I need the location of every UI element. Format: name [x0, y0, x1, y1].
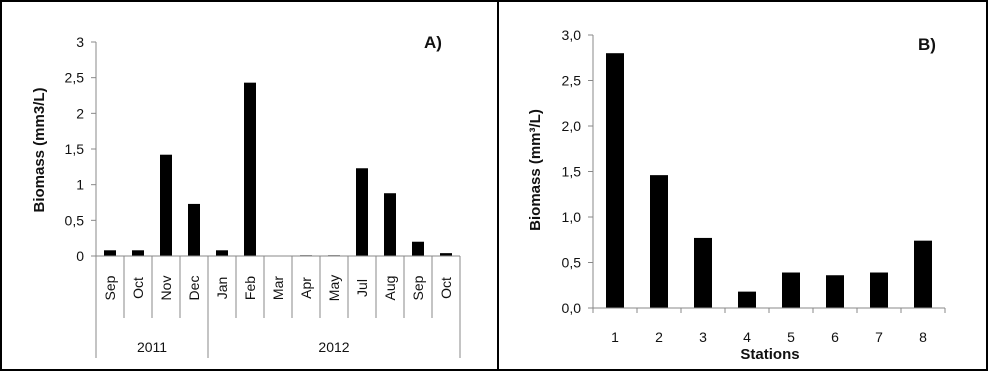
panel-a-bar	[104, 250, 116, 256]
panel-a-bar	[356, 168, 368, 256]
panel-b-x-axis: 1 2 3 4 5 6 7 8	[592, 307, 946, 345]
panel-b-bar	[914, 240, 932, 308]
panel-a-y-tick-label: 2,5	[65, 70, 85, 86]
panel-a-y-ticks: 0 0,5 1 1,5 2 2,5 3	[65, 34, 97, 264]
panel-a-y-tick-label: 0	[76, 248, 84, 264]
panel-b-y-tick-label: 2,5	[562, 73, 582, 89]
panel-b-x-tick-label: 6	[831, 329, 839, 345]
panel-b-bar	[694, 237, 712, 308]
panel-a-y-tick-label: 3	[76, 34, 84, 50]
panel-a-x-tick-label: Apr	[298, 277, 314, 299]
panel-a-x-tick-label: Aug	[382, 276, 398, 301]
panel-a-x-tick-label: Nov	[158, 276, 174, 301]
panel-a-x-tick-label: Sep	[102, 275, 118, 300]
panel-a-y-tick-label: 1	[76, 177, 84, 193]
panel-b-bars	[606, 53, 932, 309]
panel-a-bar	[384, 193, 396, 256]
panel-a-x-tick-label: Mar	[270, 276, 286, 300]
panel-b-y-tick-label: 3,0	[562, 27, 582, 43]
panel-b-y-tick-label: 1,5	[562, 164, 582, 180]
panel-b-x-axis-label: Stations	[740, 346, 799, 363]
panel-a-x-tick-label: May	[326, 275, 342, 301]
panel-b-x-tick-label: 1	[611, 329, 619, 345]
panel-a-label: A)	[424, 33, 442, 52]
panel-b-bar	[738, 291, 756, 308]
panel-b-frame	[497, 0, 988, 371]
panel-a-group-label: 2011	[137, 339, 167, 355]
panel-b-x-tick-label: 2	[655, 329, 663, 345]
panel-a-y-axis-label: Biomass (mm3/L)	[31, 87, 48, 212]
panel-a-group-label: 2012	[318, 339, 349, 355]
panel-a-y-tick-label: 2	[76, 105, 84, 121]
panel-a-x-axis: Sep Oct Nov Dec Jan Feb Mar Apr May Jul Aug Sep Oct 2…	[95, 255, 461, 358]
panel-b-x-tick-label: 8	[919, 329, 927, 345]
panel-a-bar	[244, 82, 256, 256]
panel-a-x-tick-label: Sep	[410, 275, 426, 300]
panel-b-chart: B) Biomass (mm³/L) Stations 0,0 0,5 1,0 1,5…	[527, 27, 946, 363]
panel-a-bar	[188, 203, 200, 256]
panel-a-bars	[104, 82, 452, 256]
panel-a-bar	[440, 253, 452, 256]
panel-a-bar	[160, 154, 172, 256]
panel-b-y-ticks: 0,0 0,5 1,0 1,5 2,0 2,5 3,0	[562, 27, 594, 316]
panel-b-y-tick-label: 0,0	[562, 300, 582, 316]
panel-b-y-tick-label: 2,0	[562, 118, 582, 134]
panel-a-y-tick-label: 1,5	[65, 141, 85, 157]
panel-b-y-axis-label: Biomass (mm³/L)	[527, 109, 544, 231]
panel-a-x-tick-label: Oct	[438, 277, 454, 299]
panel-b-y-tick-label: 0,5	[562, 255, 582, 271]
panel-a-x-tick-label: Feb	[242, 276, 258, 300]
panel-a-y-tick-label: 0,5	[65, 212, 85, 228]
panel-a-bar	[132, 250, 144, 256]
panel-b-label: B)	[918, 35, 936, 54]
panel-a-x-tick-label: Dec	[186, 276, 202, 301]
panel-b-x-tick-label: 4	[743, 329, 751, 345]
panel-b-x-tick-label: 3	[699, 329, 707, 345]
panel-b-x-tick-label: 7	[875, 329, 883, 345]
panel-b-x-tick-label: 5	[787, 329, 795, 345]
panel-b-bar	[782, 272, 800, 308]
panel-b-bar	[650, 175, 668, 308]
panel-a-bar	[412, 241, 424, 256]
panel-a-x-tick-label: Jan	[214, 277, 230, 300]
panel-b-bar	[870, 272, 888, 308]
panel-a-x-tick-label: Oct	[130, 277, 146, 299]
panel-a-chart: A) Biomass (mm3/L) 0 0,5 1 1,5 2 2,5 3 Sep Oct N…	[31, 33, 461, 358]
panel-b-bar	[606, 53, 624, 309]
panel-a-bar	[216, 250, 228, 256]
panel-a-x-tick-label: Jul	[354, 279, 370, 297]
panel-b-bar	[826, 275, 844, 308]
panel-b-y-tick-label: 1,0	[562, 209, 582, 225]
